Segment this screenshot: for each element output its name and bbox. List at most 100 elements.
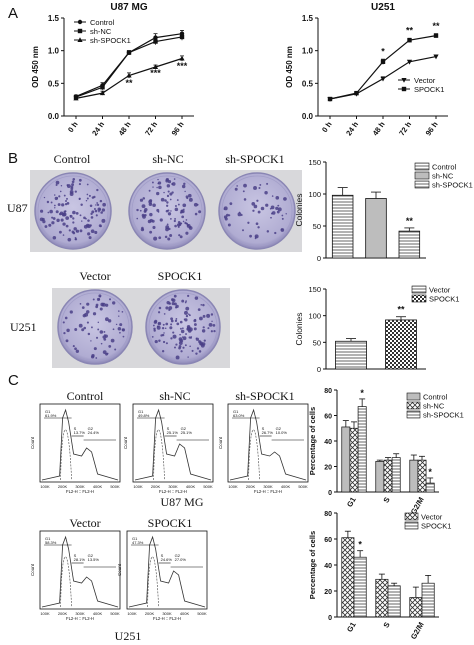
histogram-x-tick: 100K <box>127 611 137 616</box>
significance-label: ** <box>406 216 414 226</box>
colony-dot <box>264 191 268 195</box>
colony-dot <box>151 335 154 338</box>
y-axis-label: OD 450 nm <box>31 46 40 88</box>
colony-dot <box>162 323 165 326</box>
colony-dot <box>95 204 97 206</box>
colony-dot <box>78 183 81 186</box>
colony-dot <box>160 197 165 202</box>
colony-dot <box>75 211 79 215</box>
colony-dot <box>257 210 261 214</box>
colony-dot <box>42 220 46 224</box>
colony-dot <box>185 333 187 335</box>
bar <box>425 482 435 493</box>
colony-dot <box>247 221 250 224</box>
histogram-x-tick: 400K <box>180 611 190 616</box>
colony-dot <box>93 347 97 351</box>
y-tick-label: 1.5 <box>48 14 60 23</box>
histogram-x-tick: 200K <box>58 484 68 489</box>
colony-dot <box>119 323 123 327</box>
colony-dot <box>158 339 161 342</box>
colony-dot <box>96 188 99 192</box>
colony-dot <box>182 203 187 208</box>
colony-dot <box>88 194 91 197</box>
colony-dot <box>182 220 185 223</box>
dna-content-curve <box>134 408 212 481</box>
legend-label: sh-NC <box>423 402 445 411</box>
x-tick-label: 72 h <box>397 120 413 138</box>
colony-dot <box>157 181 162 185</box>
colony-dot <box>100 302 105 307</box>
legend-label: SPOCK1 <box>429 295 459 304</box>
row-label-u251: U251 <box>115 629 142 643</box>
y-axis-label: Colonies <box>294 312 304 345</box>
colony-dot <box>115 323 118 326</box>
histogram-x-tick: 100K <box>40 611 50 616</box>
colony-dot <box>166 204 169 207</box>
plate-title-sh-nc: sh-NC <box>152 152 183 166</box>
colony-dot <box>47 211 50 214</box>
colony-dot <box>79 214 82 217</box>
histogram-x-tick: 300K <box>162 611 172 616</box>
data-point <box>73 95 79 101</box>
u251-flow-histograms: Vector SPOCK1 U251 Count 100K 200K 300K 400K… <box>30 516 208 643</box>
colony-dot <box>163 191 165 194</box>
colony-dot <box>151 181 154 184</box>
significance-label: * <box>360 388 364 398</box>
u87-colony-photos: Control sh-NC sh-SPOCK1 U87 MG <box>7 152 302 252</box>
colony-dot <box>156 325 161 330</box>
colony-dot <box>58 195 61 198</box>
colony-dot <box>200 304 203 306</box>
colony-dot <box>161 326 165 330</box>
histogram-x-label: FL2-H :: FL2-H <box>254 489 282 494</box>
g1-gate-value: 58.3% <box>45 540 57 545</box>
y-tick-label: 0 <box>317 254 321 263</box>
s-gate-label: S <box>74 553 77 558</box>
histogram-x-label: FL2-H :: FL2-H <box>66 616 94 621</box>
g1-gate-label: G1 <box>45 536 51 541</box>
y-tick-label: 0.5 <box>302 79 314 88</box>
chart-title: U87 MG <box>110 2 147 13</box>
colony-dot <box>83 326 87 330</box>
colony-dot <box>237 212 242 217</box>
colony-dot <box>117 327 122 331</box>
colony-dot <box>144 214 147 217</box>
s-gate-value: 13.7% <box>74 430 86 435</box>
colony-dot <box>181 184 186 189</box>
histogram-x-label: FL2-H :: FL2-H <box>66 489 94 494</box>
colony-dot <box>105 303 109 307</box>
colony-dot <box>166 184 171 188</box>
colony-dot <box>187 356 189 358</box>
colony-dot <box>265 203 269 207</box>
colony-dot <box>169 217 172 220</box>
colony-dot <box>56 218 60 223</box>
colony-dot <box>153 320 157 324</box>
colony-dot <box>121 311 124 313</box>
colony-dot <box>51 221 55 225</box>
colony-dot <box>119 331 121 334</box>
colony-dot <box>165 342 168 345</box>
colony-dot <box>163 332 165 334</box>
colony-dot <box>167 209 170 212</box>
colony-dot <box>181 336 184 338</box>
bar <box>331 194 354 259</box>
colony-dot <box>166 194 170 198</box>
colony-dot <box>100 211 103 214</box>
colony-dot <box>52 217 56 220</box>
colony-dot <box>40 209 44 213</box>
legend-marker <box>77 19 83 25</box>
y-tick-label: 50 <box>313 338 321 347</box>
colony-dot <box>63 194 66 197</box>
colony-dot <box>193 202 198 207</box>
histogram-x-tick: 200K <box>145 611 155 616</box>
y-axis-label: Colonies <box>294 193 304 226</box>
x-tick-label: 72 h <box>143 120 159 138</box>
colony-dot <box>110 338 115 343</box>
colony-dot <box>101 218 106 223</box>
significance-label: *** <box>150 68 161 78</box>
colony-dot <box>164 199 167 202</box>
colony-dot <box>203 339 206 342</box>
bar <box>387 585 401 618</box>
colony-dot <box>96 203 100 206</box>
